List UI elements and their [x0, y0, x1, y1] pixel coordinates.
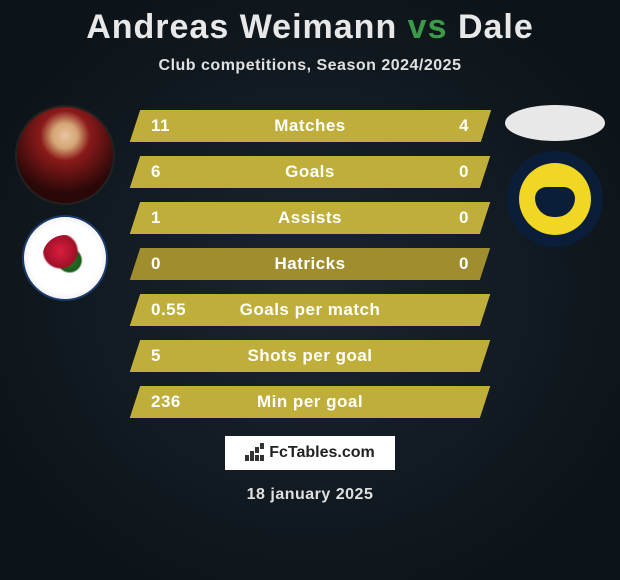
stat-label: Min per goal [201, 392, 419, 412]
comparison-card: Andreas Weimann vs Dale Club competition… [0, 0, 620, 580]
stat-row: 1Assists0 [135, 202, 485, 234]
player1-avatar [15, 105, 115, 205]
stat-value-left: 1 [151, 208, 201, 228]
stat-label: Hatricks [201, 254, 419, 274]
stat-value-left: 236 [151, 392, 201, 412]
subtitle: Club competitions, Season 2024/2025 [0, 57, 620, 75]
stat-bars: 11Matches46Goals01Assists00Hatricks00.55… [135, 105, 485, 418]
stat-value-left: 0 [151, 254, 201, 274]
player1-club-badge [22, 215, 108, 301]
source-logo: FcTables.com [225, 436, 395, 470]
bar-text-row: 236Min per goal [135, 386, 485, 418]
chart-icon [245, 443, 265, 463]
bar-text-row: 11Matches4 [135, 110, 485, 142]
title-player1: Andreas Weimann [86, 8, 397, 46]
bar-text-row: 0.55Goals per match [135, 294, 485, 326]
logo-text: FcTables.com [269, 444, 375, 462]
stat-row: 0.55Goals per match [135, 294, 485, 326]
title-player2: Dale [458, 8, 534, 46]
right-column [500, 105, 610, 247]
stat-row: 0Hatricks0 [135, 248, 485, 280]
stat-value-left: 6 [151, 162, 201, 182]
stat-value-left: 11 [151, 116, 201, 136]
stat-row: 11Matches4 [135, 110, 485, 142]
stat-row: 6Goals0 [135, 156, 485, 188]
stat-label: Matches [201, 116, 419, 136]
stat-row: 5Shots per goal [135, 340, 485, 372]
stat-label: Goals [201, 162, 419, 182]
stat-row: 236Min per goal [135, 386, 485, 418]
stat-value-right: 0 [419, 254, 469, 274]
stat-value-left: 5 [151, 346, 201, 366]
player2-club-badge [507, 151, 603, 247]
page-title: Andreas Weimann vs Dale [0, 8, 620, 47]
stat-label: Goals per match [201, 300, 419, 320]
stat-value-left: 0.55 [151, 300, 201, 320]
player2-avatar [505, 105, 605, 141]
title-vs: vs [408, 8, 448, 46]
bar-text-row: 6Goals0 [135, 156, 485, 188]
bar-text-row: 1Assists0 [135, 202, 485, 234]
stat-value-right: 0 [419, 162, 469, 182]
date-label: 18 january 2025 [0, 486, 620, 504]
bar-text-row: 5Shots per goal [135, 340, 485, 372]
bar-text-row: 0Hatricks0 [135, 248, 485, 280]
left-column [10, 105, 120, 301]
stat-value-right: 0 [419, 208, 469, 228]
stat-value-right: 4 [419, 116, 469, 136]
content-area: 11Matches46Goals01Assists00Hatricks00.55… [0, 105, 620, 504]
stat-label: Shots per goal [201, 346, 419, 366]
stat-label: Assists [201, 208, 419, 228]
